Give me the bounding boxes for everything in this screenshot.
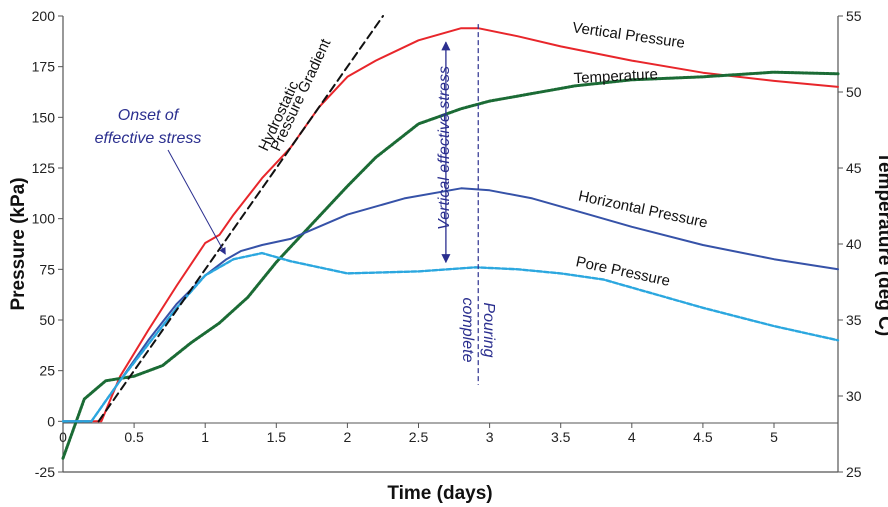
y-tick-label: 50 bbox=[39, 312, 55, 328]
y-tick-label: -25 bbox=[35, 464, 55, 480]
x-tick-label: 4 bbox=[628, 429, 636, 445]
x-tick-label: 2.5 bbox=[409, 429, 429, 445]
y-tick-label: 175 bbox=[32, 59, 56, 75]
series-labels: Vertical Pressure Temperature Horizontal… bbox=[571, 19, 709, 290]
y-tick-label: 0 bbox=[47, 413, 55, 429]
y2-tick-label: 35 bbox=[846, 312, 862, 328]
x-ticks: 0 0.5 1 1.5 2 2.5 3 3.5 4 4.5 5 bbox=[59, 423, 778, 445]
y-tick-label: 200 bbox=[32, 8, 56, 24]
y2-tick-label: 25 bbox=[846, 464, 862, 480]
annotations: Onset of effective stress Hydrostatic Pr… bbox=[95, 24, 497, 385]
y-axis-title: Pressure (kPa) bbox=[8, 177, 29, 310]
hydrostatic-label-line2: Pressure Gradient bbox=[267, 36, 334, 154]
y2-tick-label: 55 bbox=[846, 8, 862, 24]
x-tick-label: 2 bbox=[344, 429, 352, 445]
y-tick-label: 25 bbox=[39, 363, 55, 379]
series-label-horizontal-pressure: Horizontal Pressure bbox=[577, 188, 709, 232]
series-layer bbox=[61, 15, 840, 460]
series-line-pore-pressure bbox=[61, 251, 840, 423]
onset-label-line1: Onset of bbox=[118, 107, 180, 124]
y2-tick-label: 30 bbox=[846, 388, 862, 404]
x-tick-label: 4.5 bbox=[693, 429, 713, 445]
y2-ticks: 25 30 35 40 45 50 55 bbox=[838, 8, 862, 480]
series-line-temperature bbox=[61, 70, 840, 460]
x-tick-label: 3 bbox=[486, 429, 494, 445]
y-ticks: -25 0 25 50 75 100 125 150 175 200 bbox=[32, 8, 63, 480]
x-tick-label: 3.5 bbox=[551, 429, 571, 445]
series-label-vertical-pressure: Vertical Pressure bbox=[571, 19, 686, 52]
series-line-horizontal-pressure bbox=[62, 187, 839, 423]
y-tick-label: 150 bbox=[32, 109, 56, 125]
series-line-hydrostatic-pressure-gradient bbox=[97, 15, 384, 423]
y2-tick-label: 50 bbox=[846, 84, 862, 100]
vertical-effective-stress-label: Vertical effective stress bbox=[436, 66, 453, 230]
y2-tick-label: 45 bbox=[846, 160, 862, 176]
x-tick-label: 1.5 bbox=[267, 429, 287, 445]
y-tick-label: 125 bbox=[32, 160, 56, 176]
x-tick-label: 5 bbox=[770, 429, 778, 445]
y2-axis-title: Temperature (deg C) bbox=[874, 152, 888, 336]
y2-tick-label: 40 bbox=[846, 236, 862, 252]
onset-label-line2: effective stress bbox=[95, 130, 202, 147]
series-label-temperature: Temperature bbox=[573, 66, 658, 87]
x-tick-label: 1 bbox=[201, 429, 209, 445]
x-tick-label: 0 bbox=[59, 429, 67, 445]
onset-pointer-line bbox=[167, 149, 226, 255]
y-tick-label: 75 bbox=[39, 261, 55, 277]
pouring-label-line1: Pouring bbox=[480, 302, 497, 357]
pouring-label-line2: complete bbox=[459, 298, 476, 363]
x-axis-title: Time (days) bbox=[387, 483, 492, 504]
x-tick-label: 0.5 bbox=[124, 429, 144, 445]
y-tick-label: 100 bbox=[32, 211, 56, 227]
